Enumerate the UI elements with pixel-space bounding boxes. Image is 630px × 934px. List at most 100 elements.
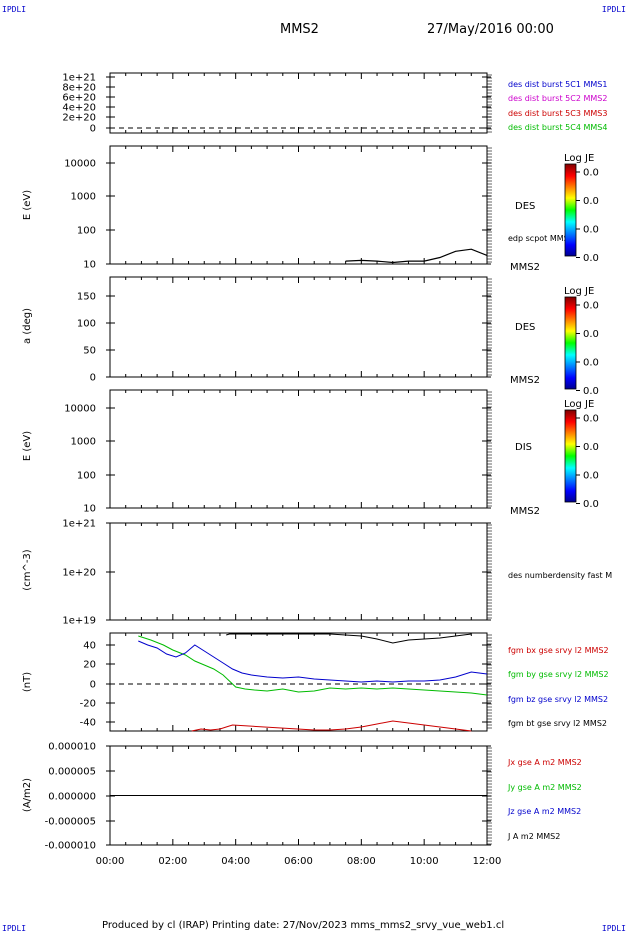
time-tick-label: 10:00 <box>410 856 439 867</box>
spacecraft-title: MMS2 <box>280 22 319 37</box>
p6-ytick-label: -20 <box>80 699 96 710</box>
p6-series-line-0 <box>191 720 472 732</box>
p6-legend-entry: fgm bx gse srvy l2 MMS2 <box>508 646 609 655</box>
p3-y-axis-label: a (deg) <box>22 308 33 344</box>
p1-ytick-label: 8e+20 <box>62 83 96 94</box>
p1-ytick-label: 2e+20 <box>62 113 96 124</box>
p5-legend-entry: des numberdensity fast M <box>508 571 612 580</box>
p5-ytick-label: 1e+20 <box>62 568 96 579</box>
p6-series-line-3 <box>226 633 472 644</box>
p2-colorbar-tick-label: 0.0 <box>583 196 599 207</box>
p7-legend-entry: J A m2 MMS2 <box>507 832 560 841</box>
p2-colorbar-tick-label: 0.0 <box>583 253 599 264</box>
p4-sc-label: MMS2 <box>510 506 540 517</box>
time-tick-label: 08:00 <box>347 856 376 867</box>
p4-colorbar <box>564 409 577 503</box>
p7-ytick-label: 0.000010 <box>48 742 96 753</box>
p6-legend-entry: fgm bz gse srvy l2 MMS2 <box>508 695 608 704</box>
p3-colorbar-title: Log JE <box>564 286 594 297</box>
p6-ytick-label: -40 <box>80 718 96 729</box>
p2-ytick-label: 1000 <box>71 192 96 203</box>
p4-y-axis-label: E (eV) <box>22 431 33 461</box>
p5-frame <box>109 522 488 621</box>
p4-ytick-label: 100 <box>77 471 96 482</box>
time-tick-label: 12:00 <box>473 856 502 867</box>
p7-legend-entry: Jy gse A m2 MMS2 <box>507 783 582 792</box>
datetime-title: 27/May/2016 00:00 <box>427 22 554 37</box>
p1-legend-entry: des dist burst 5C4 MMS4 <box>508 123 607 132</box>
time-tick-label: 04:00 <box>221 856 250 867</box>
p4-colorbar-title: Log JE <box>564 399 594 410</box>
p7-ytick-label: 0.000000 <box>48 792 96 803</box>
p6-y-axis-label: (nT) <box>22 672 33 692</box>
p3-colorbar <box>564 296 577 390</box>
p6-legend-entry: fgm by gse srvy l2 MMS2 <box>508 670 609 679</box>
p2-frame <box>109 145 488 265</box>
p5-y-axis-label: (cm^-3) <box>22 549 33 590</box>
p2-ytick-label: 10000 <box>64 159 96 170</box>
corner-label-bottom-left: IPDLI <box>2 924 27 933</box>
p4-colorbar-tick-label: 0.0 <box>583 471 599 482</box>
p5-ytick-label: 1e+19 <box>62 616 96 627</box>
corner-label-top-right: IPDLI <box>601 5 626 14</box>
p1-ytick-label: 6e+20 <box>62 93 96 104</box>
p3-ytick-label: 150 <box>77 292 96 303</box>
time-tick-label: 06:00 <box>284 856 313 867</box>
p4-ytick-label: 10000 <box>64 404 96 415</box>
p7-legend-entry: Jz gse A m2 MMS2 <box>507 807 581 816</box>
p1-frame <box>109 72 488 134</box>
p3-ytick-label: 100 <box>77 319 96 330</box>
p6-series-line-2 <box>138 640 488 683</box>
p5-ytick-label: 1e+21 <box>62 519 96 530</box>
p3-colorbar-tick-label: 0.0 <box>583 358 599 369</box>
p1-ytick-label: 1e+21 <box>62 73 96 84</box>
p6-ytick-label: 20 <box>83 660 96 671</box>
p6-ytick-label: 40 <box>83 641 96 652</box>
p2-ytick-label: 10 <box>83 260 96 271</box>
p2-instrument-label: DES <box>515 201 535 212</box>
p4-ytick-label: 1000 <box>71 437 96 448</box>
p4-frame <box>109 389 488 509</box>
p2-scpot-label: edp scpot MMS2 <box>508 234 574 243</box>
p3-sc-label: MMS2 <box>510 375 540 386</box>
p1-ytick-label: 4e+20 <box>62 103 96 114</box>
p6-legend-entry: fgm bt gse srvy l2 MMS2 <box>508 719 607 728</box>
p2-y-axis-label: E (eV) <box>22 190 33 220</box>
p6-ytick-label: 0 <box>90 680 96 691</box>
p7-legend-entry: Jx gse A m2 MMS2 <box>507 758 582 767</box>
p3-colorbar-tick-label: 0.0 <box>583 329 599 340</box>
p6-series-line-1 <box>138 635 488 696</box>
footer-text: Produced by cl (IRAP) Printing date: 27/… <box>102 920 505 931</box>
p2-scpot-line <box>345 248 488 264</box>
p6-frame <box>109 632 488 732</box>
p7-y-axis-label: (A/m2) <box>22 778 33 812</box>
p2-sc-label: MMS2 <box>510 262 540 273</box>
p4-ytick-label: 10 <box>83 504 96 515</box>
p1-ytick-label: 0 <box>90 124 96 135</box>
p4-colorbar-tick-label: 0.0 <box>583 499 599 510</box>
p2-colorbar <box>564 163 577 257</box>
p7-ytick-label: 0.000005 <box>48 767 96 778</box>
p2-colorbar-tick-label: 0.0 <box>583 168 599 179</box>
time-tick-label: 00:00 <box>96 856 125 867</box>
p1-legend-entry: des dist burst 5C2 MMS2 <box>508 94 607 103</box>
p4-instrument-label: DIS <box>515 442 532 453</box>
corner-label-top-left: IPDLI <box>2 5 27 14</box>
p2-colorbar-title: Log JE <box>564 153 594 164</box>
p1-legend-entry: des dist burst 5C3 MMS3 <box>508 109 607 118</box>
time-tick-label: 02:00 <box>158 856 187 867</box>
p3-instrument-label: DES <box>515 322 535 333</box>
p7-ytick-label: -0.000010 <box>45 841 96 852</box>
p3-ytick-label: 50 <box>83 346 96 357</box>
p2-colorbar-tick-label: 0.0 <box>583 225 599 236</box>
p1-legend-entry: des dist burst 5C1 MMS1 <box>508 80 607 89</box>
p4-colorbar-tick-label: 0.0 <box>583 442 599 453</box>
p3-frame <box>109 276 488 378</box>
p7-ytick-label: -0.000005 <box>45 817 96 828</box>
corner-label-bottom-right: IPDLI <box>601 924 626 933</box>
p4-colorbar-tick-label: 0.0 <box>583 414 599 425</box>
p2-ytick-label: 100 <box>77 226 96 237</box>
p3-ytick-label: 0 <box>90 373 96 384</box>
p3-colorbar-tick-label: 0.0 <box>583 301 599 312</box>
